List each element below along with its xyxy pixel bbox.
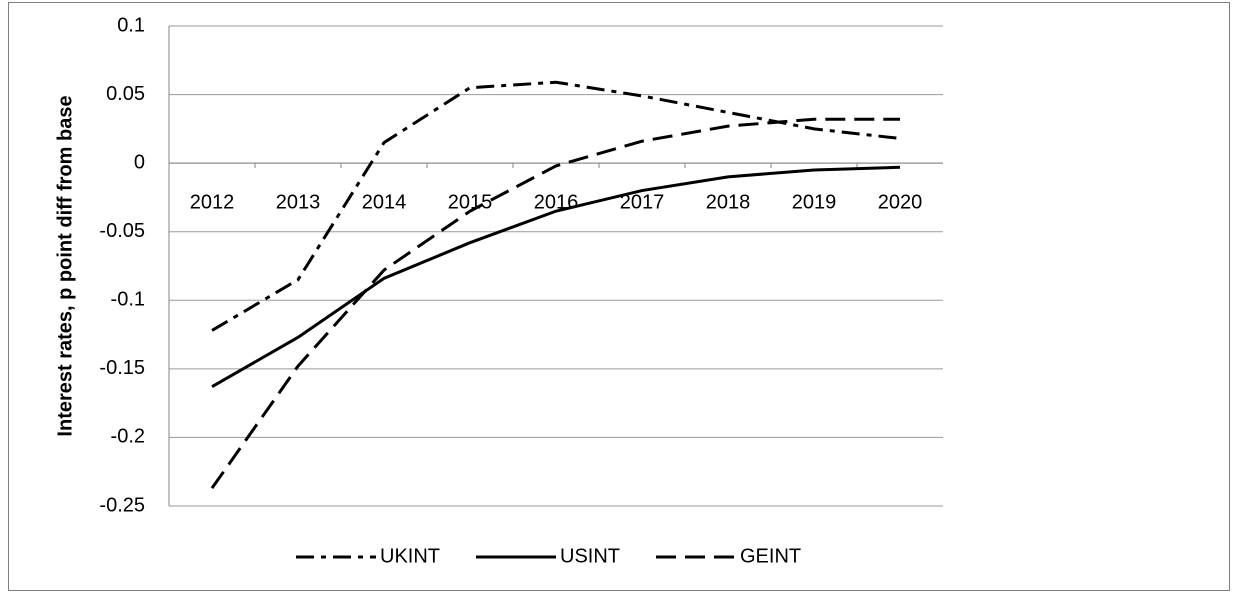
legend-label: USINT xyxy=(560,545,620,567)
y-tick-label: 0 xyxy=(134,151,145,173)
x-tick-label: 2014 xyxy=(362,191,407,213)
legend-label: UKINT xyxy=(380,545,440,567)
y-axis-label: Interest rates, p point diff from base xyxy=(54,95,76,436)
y-tick-label: -0.05 xyxy=(99,220,145,242)
x-tick-label: 2019 xyxy=(792,191,837,213)
x-tick-label: 2015 xyxy=(448,191,493,213)
series-line xyxy=(211,165,901,388)
x-tick-label: 2012 xyxy=(190,191,235,213)
y-tick-label: -0.15 xyxy=(99,357,145,379)
x-tick-label: 2017 xyxy=(620,191,665,213)
series-line xyxy=(211,80,901,332)
y-tick-label: -0.2 xyxy=(111,426,145,448)
chart-border xyxy=(8,2,1230,591)
y-tick-label: 0.05 xyxy=(106,83,145,105)
y-tick-label: -0.25 xyxy=(99,494,145,516)
series-line xyxy=(210,117,900,490)
y-tick-label: -0.1 xyxy=(111,289,145,311)
legend-label: GEINT xyxy=(740,545,801,567)
x-tick-label: 2020 xyxy=(878,191,923,213)
y-tick-label: 0.1 xyxy=(117,14,145,36)
x-tick-label: 2013 xyxy=(276,191,321,213)
x-tick-label: 2018 xyxy=(706,191,751,213)
